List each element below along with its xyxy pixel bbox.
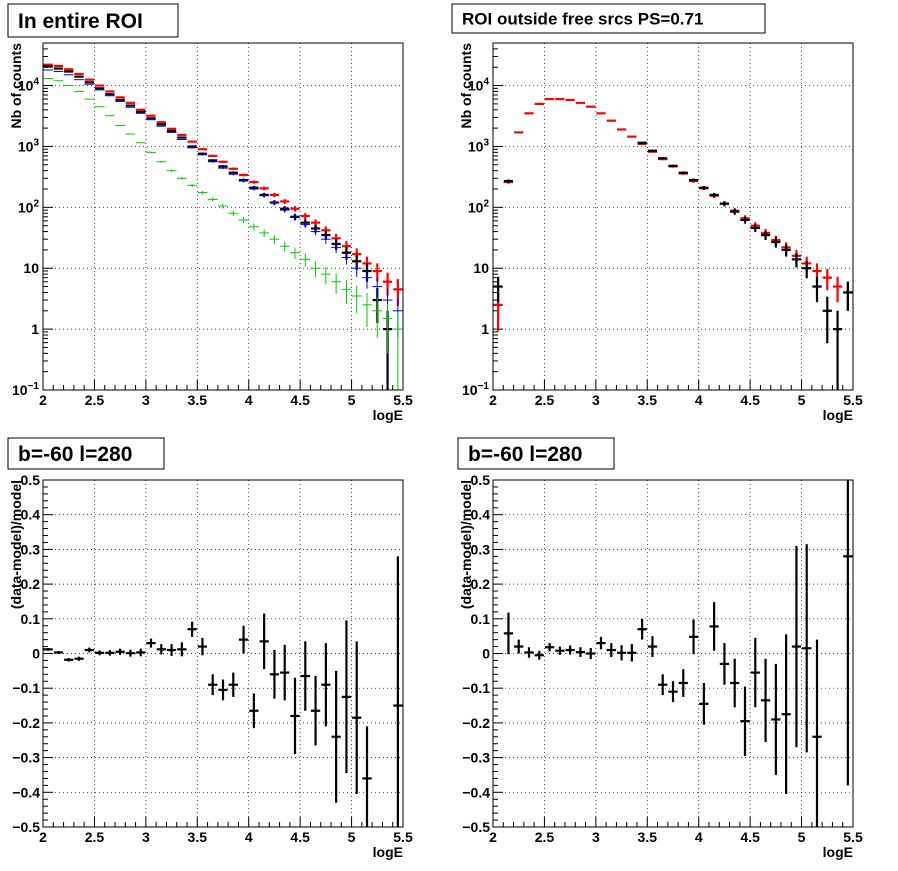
x-tick-label: 2 (489, 392, 497, 408)
y-tick-label: 104 (18, 77, 40, 94)
y-tick-label: 10−1 (462, 381, 489, 398)
x-tick-label: 3 (142, 392, 150, 408)
plot-frame (42, 42, 404, 391)
x-tick-label: 3.5 (188, 829, 208, 845)
y-tick-label: 0.3 (471, 541, 491, 557)
x-tick-label: 2.5 (85, 829, 105, 845)
plot-frame-top (42, 42, 404, 391)
x-tick-label: 2.5 (535, 392, 555, 408)
x-tick-label: 2.5 (535, 829, 555, 845)
x-tick-label: 4.5 (290, 392, 310, 408)
title-box (457, 437, 615, 470)
y-tick-label: −0.1 (12, 680, 40, 696)
series-1 (503, 480, 853, 827)
title-box (7, 437, 165, 470)
series-2 (493, 141, 853, 390)
y-tick-label: 10 (23, 260, 39, 276)
series-4 (43, 78, 403, 390)
x-tick-label: 5 (348, 392, 356, 408)
y-tick-label: 1 (31, 321, 39, 337)
plot-frame (492, 42, 854, 391)
series-1 (43, 556, 403, 827)
x-tick-label: 4.5 (740, 392, 760, 408)
y-tick-label: 102 (18, 198, 40, 215)
x-tick-label: 2 (39, 392, 47, 408)
y-tick-label: −0.2 (12, 715, 40, 731)
x-tick-label: 4.5 (290, 829, 310, 845)
x-tick-label: 3 (592, 829, 600, 845)
x-axis-label: logE (823, 844, 853, 860)
x-tick-label: 5 (348, 829, 356, 845)
y-tick-label: 0.5 (471, 472, 491, 488)
x-tick-label: 3.5 (638, 829, 658, 845)
x-tick-label: 4 (245, 829, 253, 845)
x-tick-label: 3 (142, 829, 150, 845)
x-tick-label: 5 (798, 829, 806, 845)
series-3 (43, 69, 403, 338)
plot-frame-top (492, 42, 854, 391)
x-tick-label: 4 (695, 829, 703, 845)
y-tick-label: 104 (468, 77, 490, 94)
y-tick-label: 0.3 (21, 541, 41, 557)
y-tick-label: 10 (473, 260, 489, 276)
x-tick-label: 2 (489, 829, 497, 845)
y-tick-label: 0.1 (471, 611, 491, 627)
chart-panel-3: 2 2.5 3 3.5 4 4.5 5 5.5 −0.5 −0.4 −0.3 −0.2 −0.1 0 0.1… (7, 437, 413, 860)
y-tick-label: 10−1 (12, 381, 39, 398)
y-tick-label: 102 (468, 198, 490, 215)
x-tick-label: 5.5 (843, 392, 863, 408)
chart-title: b=-60 l=280 (468, 443, 582, 466)
x-tick-label: 3.5 (638, 392, 658, 408)
y-tick-label: 0.5 (21, 472, 41, 488)
x-axis-label: logE (373, 844, 403, 860)
y-axis-label: (data-model)/model (458, 480, 474, 609)
chart-panel-1: 2 2.5 3 3.5 4 4.5 5 5.5 10−1 1 10 102 103 104 logE Nb o… (7, 3, 413, 423)
x-tick-label: 5.5 (843, 829, 863, 845)
y-tick-label: −0.2 (462, 715, 490, 731)
x-tick-label: 2.5 (85, 392, 105, 408)
y-axis-label: Nb of counts (458, 43, 474, 129)
x-tick-label: 3.5 (188, 392, 208, 408)
x-tick-label: 5 (798, 392, 806, 408)
y-tick-label: −0.3 (12, 750, 40, 766)
y-tick-label: −0.5 (12, 819, 40, 835)
y-axis-label: (data-model)/model (8, 480, 24, 609)
y-tick-label: −0.3 (462, 750, 490, 766)
y-axis-label: Nb of counts (8, 43, 24, 129)
x-axis-label: logE (373, 407, 403, 423)
title-box (451, 3, 766, 34)
chart-title: In entire ROI (18, 10, 143, 33)
y-tick-label: 0.2 (21, 576, 41, 592)
series-1 (43, 63, 403, 307)
x-tick-label: 3 (592, 392, 600, 408)
y-tick-label: −0.4 (462, 784, 490, 800)
x-axis-label: logE (823, 407, 853, 423)
y-tick-label: 0 (482, 646, 490, 662)
x-tick-label: 4 (245, 392, 253, 408)
y-tick-label: 0.1 (21, 611, 41, 627)
chart-title: b=-60 l=280 (18, 443, 132, 466)
y-tick-label: 0.2 (471, 576, 491, 592)
title-box (7, 3, 179, 38)
y-tick-label: −0.1 (462, 680, 490, 696)
y-tick-label: 103 (18, 137, 40, 154)
y-tick-label: −0.5 (462, 819, 490, 835)
y-tick-label: 1 (481, 321, 489, 337)
chart-panel-2: 2 2.5 3 3.5 4 4.5 5 5.5 10−1 1 10 102 103 104 logE Nb o… (451, 3, 863, 423)
x-tick-label: 4 (695, 392, 703, 408)
x-tick-label: 5.5 (393, 392, 413, 408)
y-tick-label: 0.4 (21, 507, 41, 523)
plot-frame-top (492, 479, 854, 828)
x-tick-label: 4.5 (740, 829, 760, 845)
x-tick-label: 5.5 (393, 829, 413, 845)
y-tick-label: 0 (32, 646, 40, 662)
plot-frame-top (42, 479, 404, 828)
chart-title: ROI outside free srcs PS=0.71 (462, 10, 703, 29)
chart-panel-4: 2 2.5 3 3.5 4 4.5 5 5.5 −0.5 −0.4 −0.3 −0.2 −0.1 0 0.1… (457, 437, 863, 860)
y-tick-label: 103 (468, 137, 490, 154)
x-tick-label: 2 (39, 829, 47, 845)
y-tick-label: −0.4 (12, 784, 40, 800)
y-tick-label: 0.4 (471, 507, 491, 523)
